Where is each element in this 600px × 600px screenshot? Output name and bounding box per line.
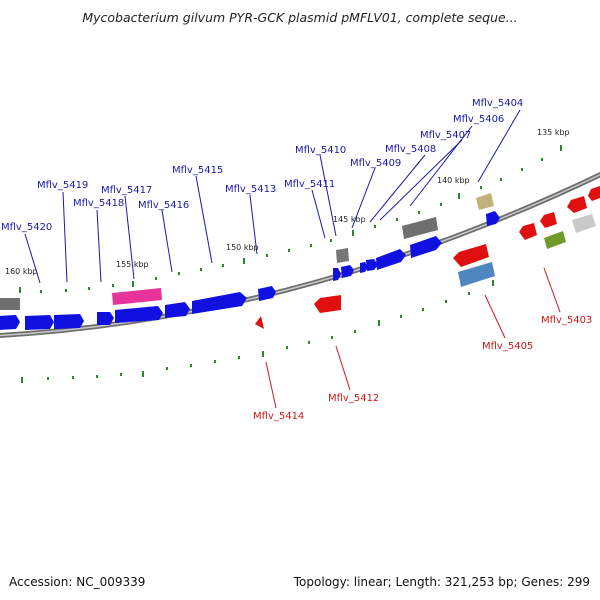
gene-label-5403[interactable]: Mflv_5403 (541, 315, 592, 326)
gene-label-5420[interactable]: Mflv_5420 (1, 222, 52, 233)
gene-arrow-5405[interactable] (453, 244, 489, 267)
gene-arrow-5401[interactable] (588, 186, 600, 201)
gene-label-5417[interactable]: Mflv_5417 (101, 185, 152, 196)
accession-text: Accession: NC_009339 (9, 575, 146, 589)
minus-leader-lines (265, 267, 561, 409)
gene-grey-5410[interactable] (336, 248, 349, 263)
gene-steelblue-5405[interactable] (458, 262, 495, 287)
gene-label-5404[interactable]: Mflv_5404 (472, 98, 523, 109)
gene-arrow-5402[interactable] (567, 196, 587, 213)
gene-label-5410[interactable]: Mflv_5410 (295, 145, 346, 156)
gene-label-5411[interactable]: Mflv_5411 (284, 179, 335, 190)
tick-label-135: 135 kbp (537, 128, 570, 137)
gene-label-5414[interactable]: Mflv_5414 (253, 411, 304, 422)
outer-tick-scale (19, 145, 562, 293)
gene-arrow-5408[interactable] (376, 249, 406, 270)
gene-arrow-5415[interactable] (192, 292, 247, 314)
tick-label-145: 145 kbp (333, 215, 366, 224)
map-title: Mycobacterium gilvum PYR-GCK plasmid pMF… (82, 10, 518, 25)
gene-grey-160k[interactable] (0, 298, 20, 310)
gene-label-5419[interactable]: Mflv_5419 (37, 180, 88, 191)
gene-label-5418[interactable]: Mflv_5418 (73, 198, 124, 209)
gene-arrow-5417[interactable] (115, 306, 163, 323)
gene-arrow-5414[interactable] (255, 316, 264, 329)
gene-arrow-5412[interactable] (314, 295, 341, 313)
gene-label-5413[interactable]: Mflv_5413 (225, 184, 276, 195)
gene-arrow-5419[interactable] (25, 315, 54, 330)
gene-label-5412[interactable]: Mflv_5412 (328, 393, 379, 404)
gene-label-5407[interactable]: Mflv_5407 (420, 130, 471, 141)
gene-label-5409[interactable]: Mflv_5409 (350, 158, 401, 169)
gene-arrow-5418b[interactable] (54, 314, 84, 329)
inner-tick-scale (21, 280, 494, 383)
plasmid-backbone-highlight (0, 173, 600, 337)
gene-pink-5417[interactable] (112, 288, 162, 305)
gene-arrow-5404[interactable] (486, 211, 500, 226)
gene-arrow-5411b[interactable] (341, 265, 354, 278)
tick-label-140: 140 kbp (437, 176, 470, 185)
gene-label-5416[interactable]: Mflv_5416 (138, 200, 189, 211)
gene-khaki-5404[interactable] (476, 193, 494, 210)
gene-label-5415[interactable]: Mflv_5415 (172, 165, 223, 176)
plus-strand-genes (0, 211, 500, 330)
tick-label-160: 160 kbp (5, 267, 38, 276)
gene-arrow-5407[interactable] (410, 236, 442, 258)
gene-arrow-5411[interactable] (333, 268, 341, 281)
gene-label-5408[interactable]: Mflv_5408 (385, 144, 436, 155)
gene-arrow-5403[interactable] (519, 223, 537, 240)
minus-strand-genes (255, 186, 600, 329)
gene-arrow-5416[interactable] (165, 302, 190, 318)
summary-text: Topology: linear; Length: 321,253 bp; Ge… (293, 575, 590, 589)
gene-arrow-5413[interactable] (258, 286, 276, 301)
gene-label-5406[interactable]: Mflv_5406 (453, 114, 504, 125)
tick-label-150: 150 kbp (226, 243, 259, 252)
gene-arrow-5410[interactable] (360, 262, 368, 273)
gene-silver-5402[interactable] (572, 214, 596, 233)
gene-arrow-5403b[interactable] (540, 212, 557, 228)
gene-grey-5407[interactable] (402, 217, 438, 239)
gene-olive-5403[interactable] (544, 231, 566, 249)
gene-arrow-5418[interactable] (97, 312, 114, 325)
gene-label-5405[interactable]: Mflv_5405 (482, 341, 533, 352)
gene-arrow-5420[interactable] (0, 315, 20, 330)
gene-arrow-5409[interactable] (366, 259, 378, 271)
plasmid-backbone (0, 171, 600, 338)
plus-leader-lines (24, 109, 521, 284)
